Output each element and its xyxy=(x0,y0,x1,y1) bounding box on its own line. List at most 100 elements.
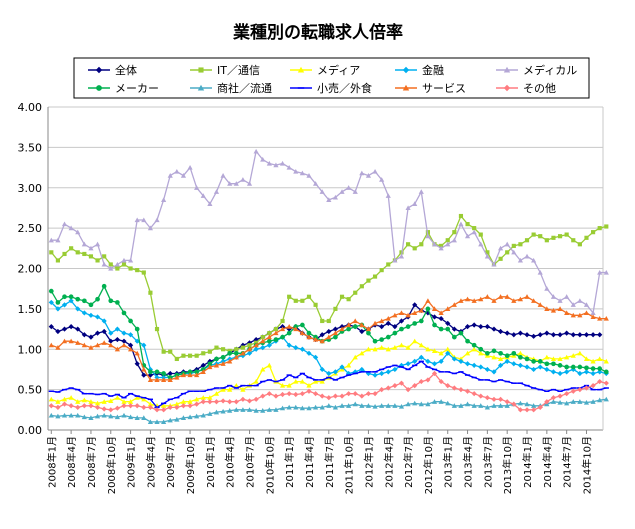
data-point xyxy=(451,385,457,391)
data-point xyxy=(207,399,213,405)
data-point xyxy=(68,403,74,409)
data-point xyxy=(286,330,292,336)
data-point xyxy=(246,398,253,404)
data-point xyxy=(365,346,372,352)
x-tick-label: 2011年10月 xyxy=(343,436,356,494)
data-point xyxy=(570,312,576,318)
data-point xyxy=(306,173,312,178)
data-point xyxy=(471,322,477,328)
data-point xyxy=(431,314,438,320)
data-point xyxy=(81,241,87,247)
data-point xyxy=(312,391,319,397)
data-point xyxy=(458,221,464,227)
data-point xyxy=(583,385,590,391)
data-point xyxy=(544,330,550,336)
legend-box xyxy=(73,57,590,99)
data-point xyxy=(68,395,74,400)
data-point xyxy=(504,353,510,359)
legend-item-その他: その他 xyxy=(496,82,556,95)
data-point xyxy=(359,350,365,356)
data-point xyxy=(550,307,557,313)
data-point xyxy=(511,243,516,248)
data-point xyxy=(452,230,457,235)
data-point xyxy=(458,387,464,393)
data-point xyxy=(485,350,490,356)
data-point xyxy=(577,370,583,377)
data-point xyxy=(346,185,352,190)
data-point xyxy=(412,400,418,406)
data-point xyxy=(300,298,305,303)
data-point xyxy=(464,361,471,367)
data-point xyxy=(591,230,596,235)
legend-marker xyxy=(503,84,511,92)
data-point xyxy=(471,298,477,303)
data-point xyxy=(504,294,510,299)
data-point xyxy=(511,361,517,367)
data-point xyxy=(451,302,457,307)
data-point xyxy=(101,406,107,412)
data-point xyxy=(570,302,576,307)
data-point xyxy=(246,350,253,356)
data-point xyxy=(180,415,187,420)
data-point xyxy=(108,298,114,304)
data-point xyxy=(484,395,490,401)
data-point xyxy=(293,326,299,332)
data-point xyxy=(273,326,279,332)
data-point xyxy=(306,294,312,299)
data-point xyxy=(88,415,94,420)
data-point xyxy=(61,396,68,402)
data-point xyxy=(273,162,279,168)
data-point xyxy=(353,290,358,295)
x-tick-label: 2014年1月 xyxy=(521,436,534,488)
data-point xyxy=(55,306,61,312)
data-point xyxy=(75,399,81,404)
data-point xyxy=(544,354,550,360)
data-point xyxy=(352,318,358,324)
x-tick-label: 2008年4月 xyxy=(65,436,78,488)
data-point xyxy=(590,310,596,315)
data-point xyxy=(438,245,444,251)
data-point xyxy=(392,403,398,408)
data-point xyxy=(511,350,517,356)
data-point xyxy=(465,338,470,344)
data-point xyxy=(451,237,457,243)
data-point xyxy=(101,318,107,324)
data-point xyxy=(398,318,405,324)
data-point xyxy=(458,403,464,408)
data-point xyxy=(372,372,378,378)
y-tick-label: 2.50 xyxy=(18,222,43,235)
data-point xyxy=(61,302,68,308)
data-point xyxy=(478,403,484,408)
legend-label: 金融 xyxy=(422,63,444,77)
data-point xyxy=(398,253,405,259)
data-point xyxy=(333,334,338,340)
data-point xyxy=(418,189,424,194)
data-point xyxy=(121,412,127,418)
data-point xyxy=(406,242,411,247)
data-point xyxy=(207,395,213,400)
data-point xyxy=(227,181,233,186)
data-point xyxy=(365,370,372,377)
data-point xyxy=(478,324,484,330)
data-point xyxy=(180,403,187,409)
data-point xyxy=(385,315,391,321)
legend-item-金融: 金融 xyxy=(395,63,444,77)
data-point xyxy=(55,300,61,305)
data-point xyxy=(379,387,385,393)
data-point xyxy=(551,361,556,367)
data-point xyxy=(570,332,576,338)
data-point xyxy=(194,372,200,378)
data-point xyxy=(108,338,114,344)
data-point xyxy=(484,253,490,259)
data-point xyxy=(445,400,451,406)
data-point xyxy=(339,403,345,408)
data-point xyxy=(227,348,232,353)
data-point xyxy=(319,366,325,373)
data-point xyxy=(577,399,583,404)
data-point xyxy=(438,315,444,322)
data-point xyxy=(524,332,530,338)
data-point xyxy=(359,403,365,408)
data-point xyxy=(127,342,134,348)
data-point xyxy=(359,322,365,328)
